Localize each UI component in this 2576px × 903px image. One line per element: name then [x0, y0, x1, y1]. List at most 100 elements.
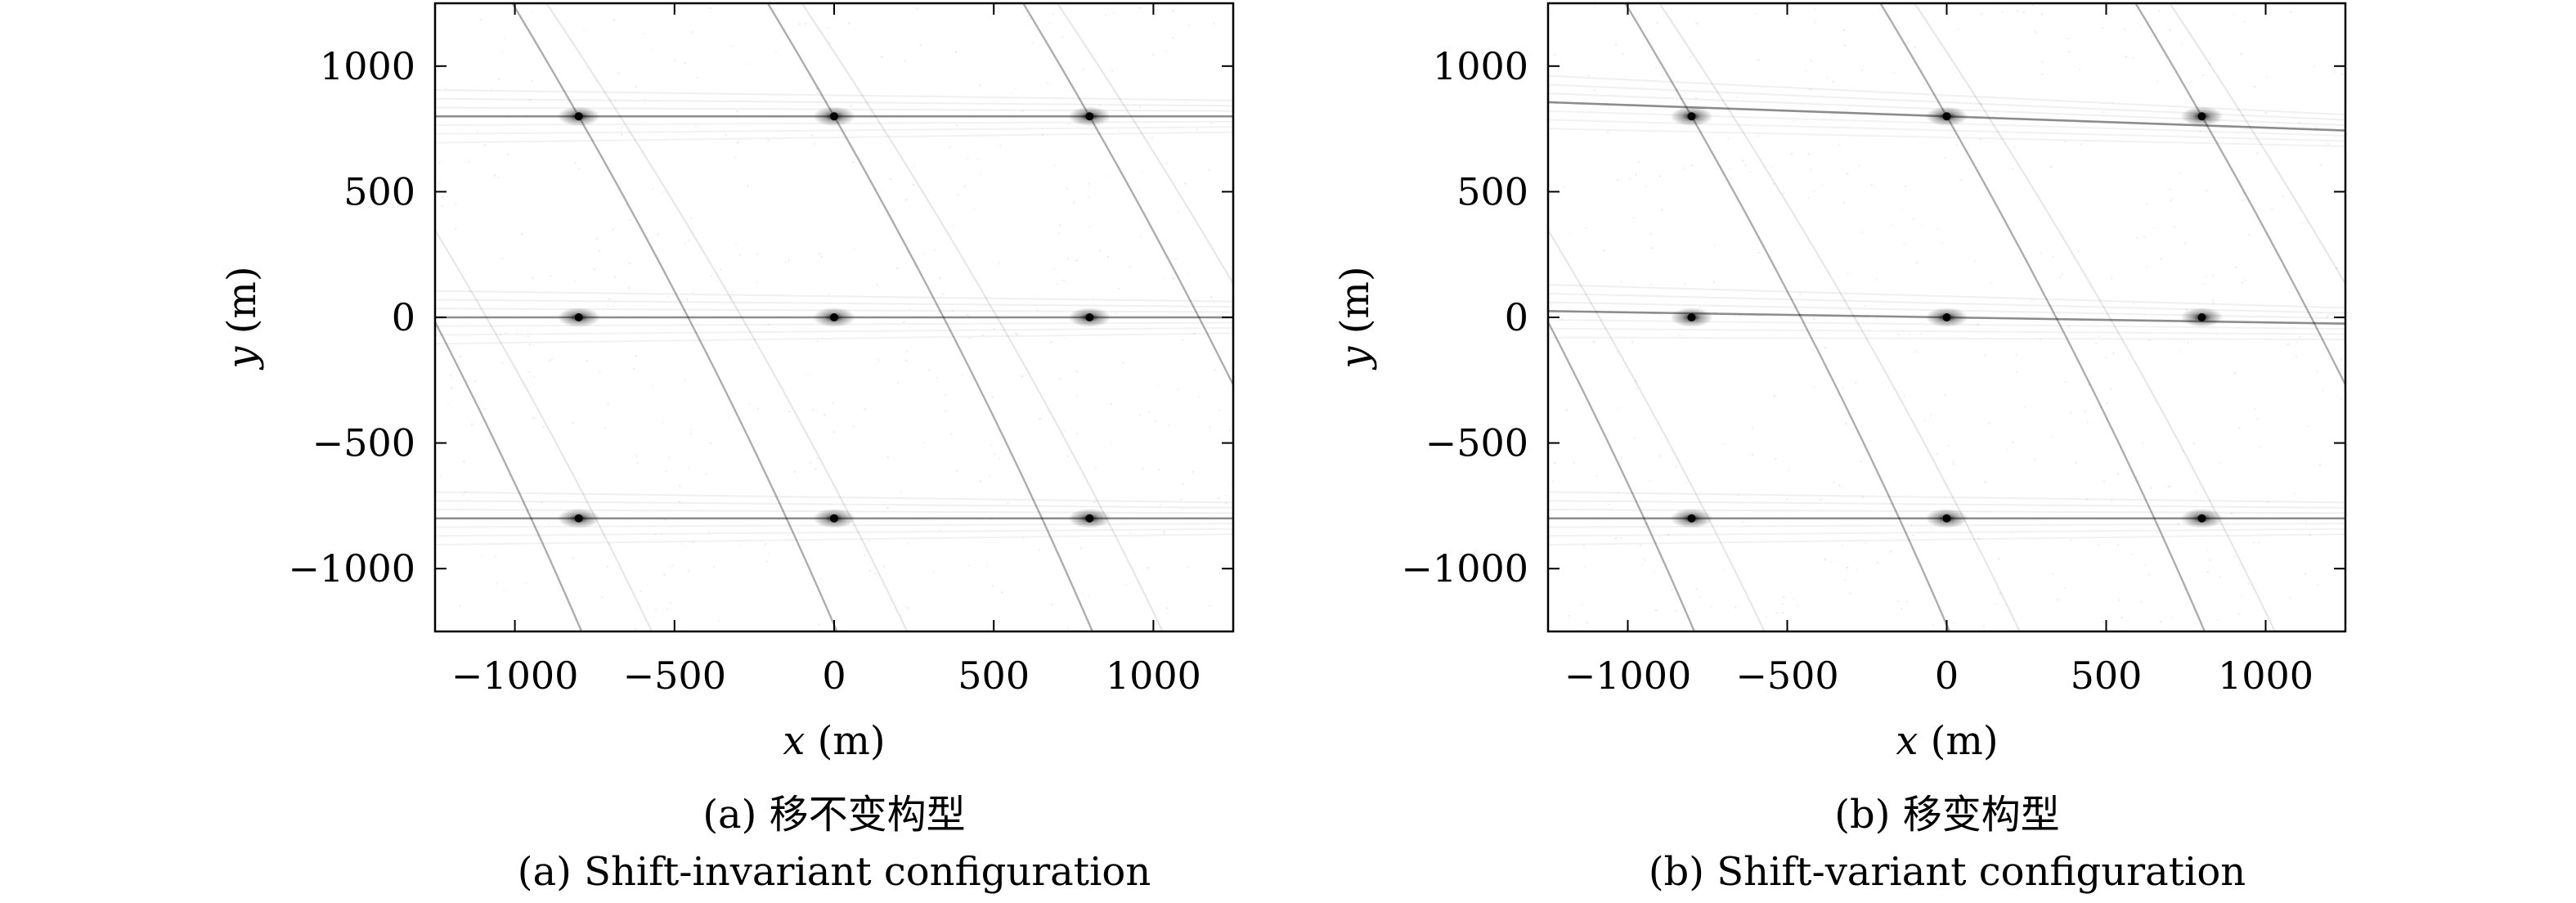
point-target — [830, 112, 838, 121]
noise-dot — [455, 203, 457, 206]
noise-dot — [1059, 224, 1061, 227]
noise-dot — [1751, 454, 1753, 456]
noise-dot — [1982, 625, 1985, 627]
noise-dot — [2077, 250, 2080, 253]
noise-dot — [613, 276, 617, 279]
noise-dot — [1812, 385, 1815, 389]
noise-dot — [945, 410, 947, 412]
noise-dot — [1565, 409, 1568, 411]
noise-dot — [1107, 255, 1110, 258]
noise-dot — [1692, 4, 1694, 7]
noise-dot — [882, 565, 886, 568]
caption-chinese: (b) 移变构型 — [1834, 792, 2059, 838]
noise-dot — [2069, 411, 2071, 414]
noise-dot — [1165, 607, 1169, 609]
noise-dot — [1064, 337, 1066, 340]
noise-dot — [1058, 231, 1061, 234]
noise-dot — [2218, 462, 2221, 465]
noise-dot — [473, 380, 476, 383]
noise-dot — [467, 160, 470, 163]
x-tick-label: 500 — [958, 654, 1030, 698]
noise-dot — [1645, 522, 1649, 525]
noise-dot — [913, 165, 915, 168]
noise-dot — [1865, 541, 1867, 544]
noise-dot — [951, 309, 954, 312]
noise-dot — [1129, 532, 1132, 535]
noise-dot — [1690, 56, 1692, 59]
noise-dot — [1620, 281, 1623, 283]
noise-dot — [729, 296, 732, 299]
noise-dot — [1177, 389, 1180, 391]
noise-dot — [798, 23, 801, 25]
noise-dot — [2298, 336, 2301, 339]
noise-dot — [1661, 209, 1663, 211]
noise-dot — [2212, 299, 2215, 302]
noise-dot — [906, 542, 909, 545]
noise-dot — [2151, 35, 2153, 38]
noise-dot — [1861, 496, 1864, 499]
noise-dot — [820, 577, 823, 580]
noise-dot — [1587, 74, 1590, 78]
noise-dot — [1981, 115, 1983, 118]
noise-dot — [1793, 119, 1796, 122]
noise-dot — [727, 416, 730, 419]
noise-dot — [1819, 498, 1822, 501]
noise-dot — [444, 88, 447, 90]
noise-dot — [2248, 234, 2251, 236]
noise-dot — [608, 298, 611, 300]
noise-dot — [479, 18, 482, 21]
noise-dot — [734, 244, 737, 246]
noise-dot — [1088, 595, 1091, 598]
noise-dot — [905, 199, 908, 201]
noise-dot — [1021, 375, 1024, 378]
y-tick-label: 0 — [392, 295, 415, 339]
noise-dot — [1618, 407, 1620, 409]
x-axis-unit: (m) — [1918, 718, 1998, 764]
noise-dot — [1210, 122, 1213, 124]
noise-dot — [1684, 282, 1686, 285]
noise-dot — [1782, 595, 1785, 599]
noise-dot — [2287, 343, 2290, 346]
noise-dot — [2260, 446, 2262, 448]
noise-dot — [684, 380, 686, 382]
noise-dot — [1562, 186, 1565, 189]
noise-dot — [2290, 11, 2292, 14]
noise-dot — [1843, 579, 1847, 582]
noise-dot — [2235, 266, 2237, 269]
noise-dot — [451, 387, 453, 389]
noise-dot — [736, 142, 738, 145]
noise-dot — [2103, 110, 2105, 114]
noise-dot — [484, 144, 487, 146]
x-axis-label: x (m) — [783, 718, 885, 764]
noise-dot — [2133, 303, 2135, 305]
noise-dot — [2298, 122, 2300, 124]
noise-dot — [1584, 566, 1586, 568]
noise-dot — [2111, 101, 2114, 105]
noise-dot — [1645, 515, 1649, 518]
noise-dot — [1650, 284, 1653, 286]
noise-dot — [720, 268, 722, 271]
noise-dot — [968, 336, 971, 339]
point-target — [1085, 514, 1094, 523]
noise-dot — [1875, 278, 1878, 281]
noise-dot — [1088, 195, 1090, 198]
point-target — [1687, 112, 1696, 121]
noise-dot — [501, 257, 504, 260]
noise-dot — [678, 501, 681, 503]
noise-dot — [2180, 42, 2183, 45]
noise-dot — [2106, 418, 2108, 420]
noise-dot — [1713, 245, 1716, 247]
noise-dot — [1163, 532, 1165, 536]
noise-dot — [2317, 583, 2319, 586]
noise-dot — [2041, 73, 2044, 76]
point-target — [574, 112, 583, 121]
noise-dot — [1014, 332, 1017, 335]
noise-dot — [694, 125, 697, 128]
noise-dot — [1952, 463, 1955, 465]
noise-dot — [877, 359, 880, 362]
noise-dot — [768, 553, 770, 555]
point-target — [1687, 514, 1696, 523]
noise-dot — [939, 529, 942, 532]
noise-dot — [621, 133, 623, 136]
noise-dot — [2080, 143, 2082, 146]
